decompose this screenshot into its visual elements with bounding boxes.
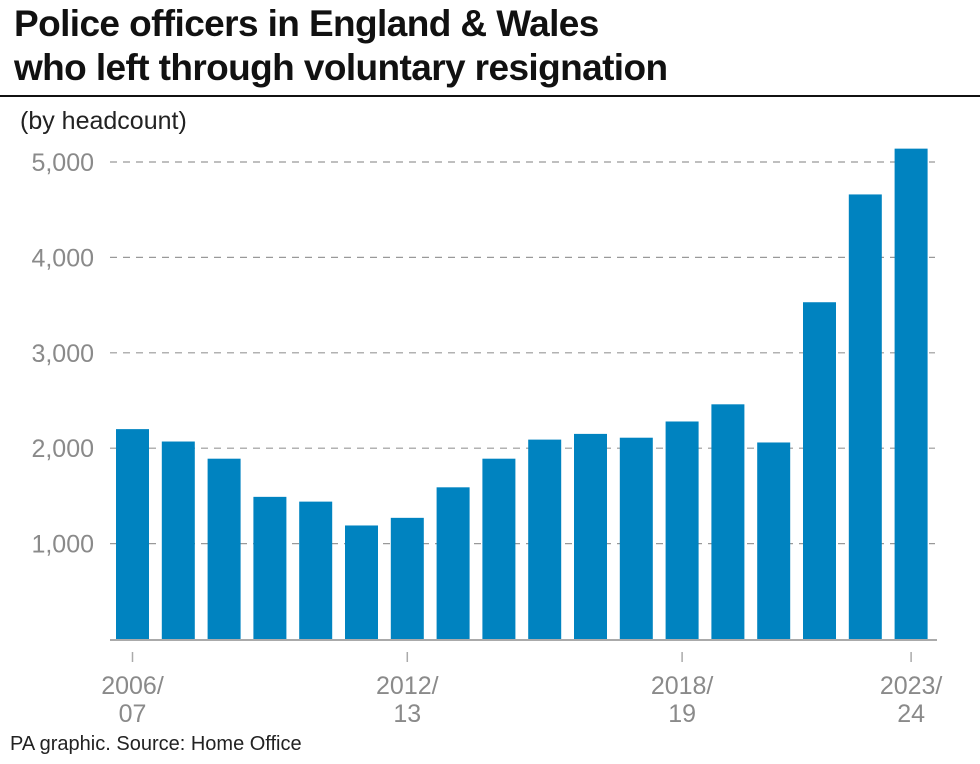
bar-2015-16	[528, 439, 562, 639]
source-note: PA graphic. Source: Home Office	[10, 733, 302, 755]
x-tick-label-line2: 19	[668, 700, 696, 728]
bar-2010-11	[299, 501, 333, 639]
bar-2009-10	[253, 496, 287, 639]
bar-2008-09	[207, 458, 241, 639]
x-tick-label: 2012/	[376, 672, 439, 700]
x-tick-label: 2018/	[651, 672, 714, 700]
bars	[116, 148, 928, 640]
y-axis-ticks: 1,000 2,000 3,000 4,000 5,000	[31, 149, 94, 559]
bar-2017-18	[619, 437, 653, 639]
bar-2014-15	[482, 458, 516, 639]
bar-2020-21	[757, 442, 791, 639]
x-axis-ticks: 2006/07 2012/13 2018/19 2023/24	[101, 652, 942, 728]
bar-2022-23	[848, 194, 882, 639]
bar-2019-20	[711, 404, 745, 639]
chart-title: Police officers in England & Wales who l…	[14, 2, 964, 90]
y-tick-label: 3,000	[31, 340, 94, 368]
bar-2012-13	[390, 517, 424, 639]
bar-2021-22	[803, 302, 836, 639]
title-line-1: Police officers in England & Wales	[14, 3, 599, 44]
bar-2013-14	[436, 487, 470, 639]
bar-2018-19	[665, 421, 699, 639]
x-tick-label-line2: 07	[119, 700, 147, 728]
x-tick-label-line2: 24	[897, 700, 925, 728]
bar-2011-12	[345, 525, 378, 639]
bar-2023-24	[894, 148, 928, 640]
x-tick-label-line2: 13	[393, 700, 421, 728]
bar-2006-07	[116, 429, 149, 639]
unit-label: (by headcount)	[20, 107, 187, 135]
y-tick-label: 4,000	[31, 244, 94, 272]
title-line-2: who left through voluntary resignation	[14, 47, 668, 88]
x-tick-label: 2023/	[880, 672, 943, 700]
bar-2016-17	[574, 433, 607, 639]
bar-2007-08	[161, 441, 195, 639]
title-divider	[0, 95, 980, 97]
y-tick-label: 1,000	[31, 531, 94, 559]
y-tick-label: 5,000	[31, 149, 94, 177]
y-tick-label: 2,000	[31, 435, 94, 463]
x-tick-label: 2006/	[101, 672, 164, 700]
